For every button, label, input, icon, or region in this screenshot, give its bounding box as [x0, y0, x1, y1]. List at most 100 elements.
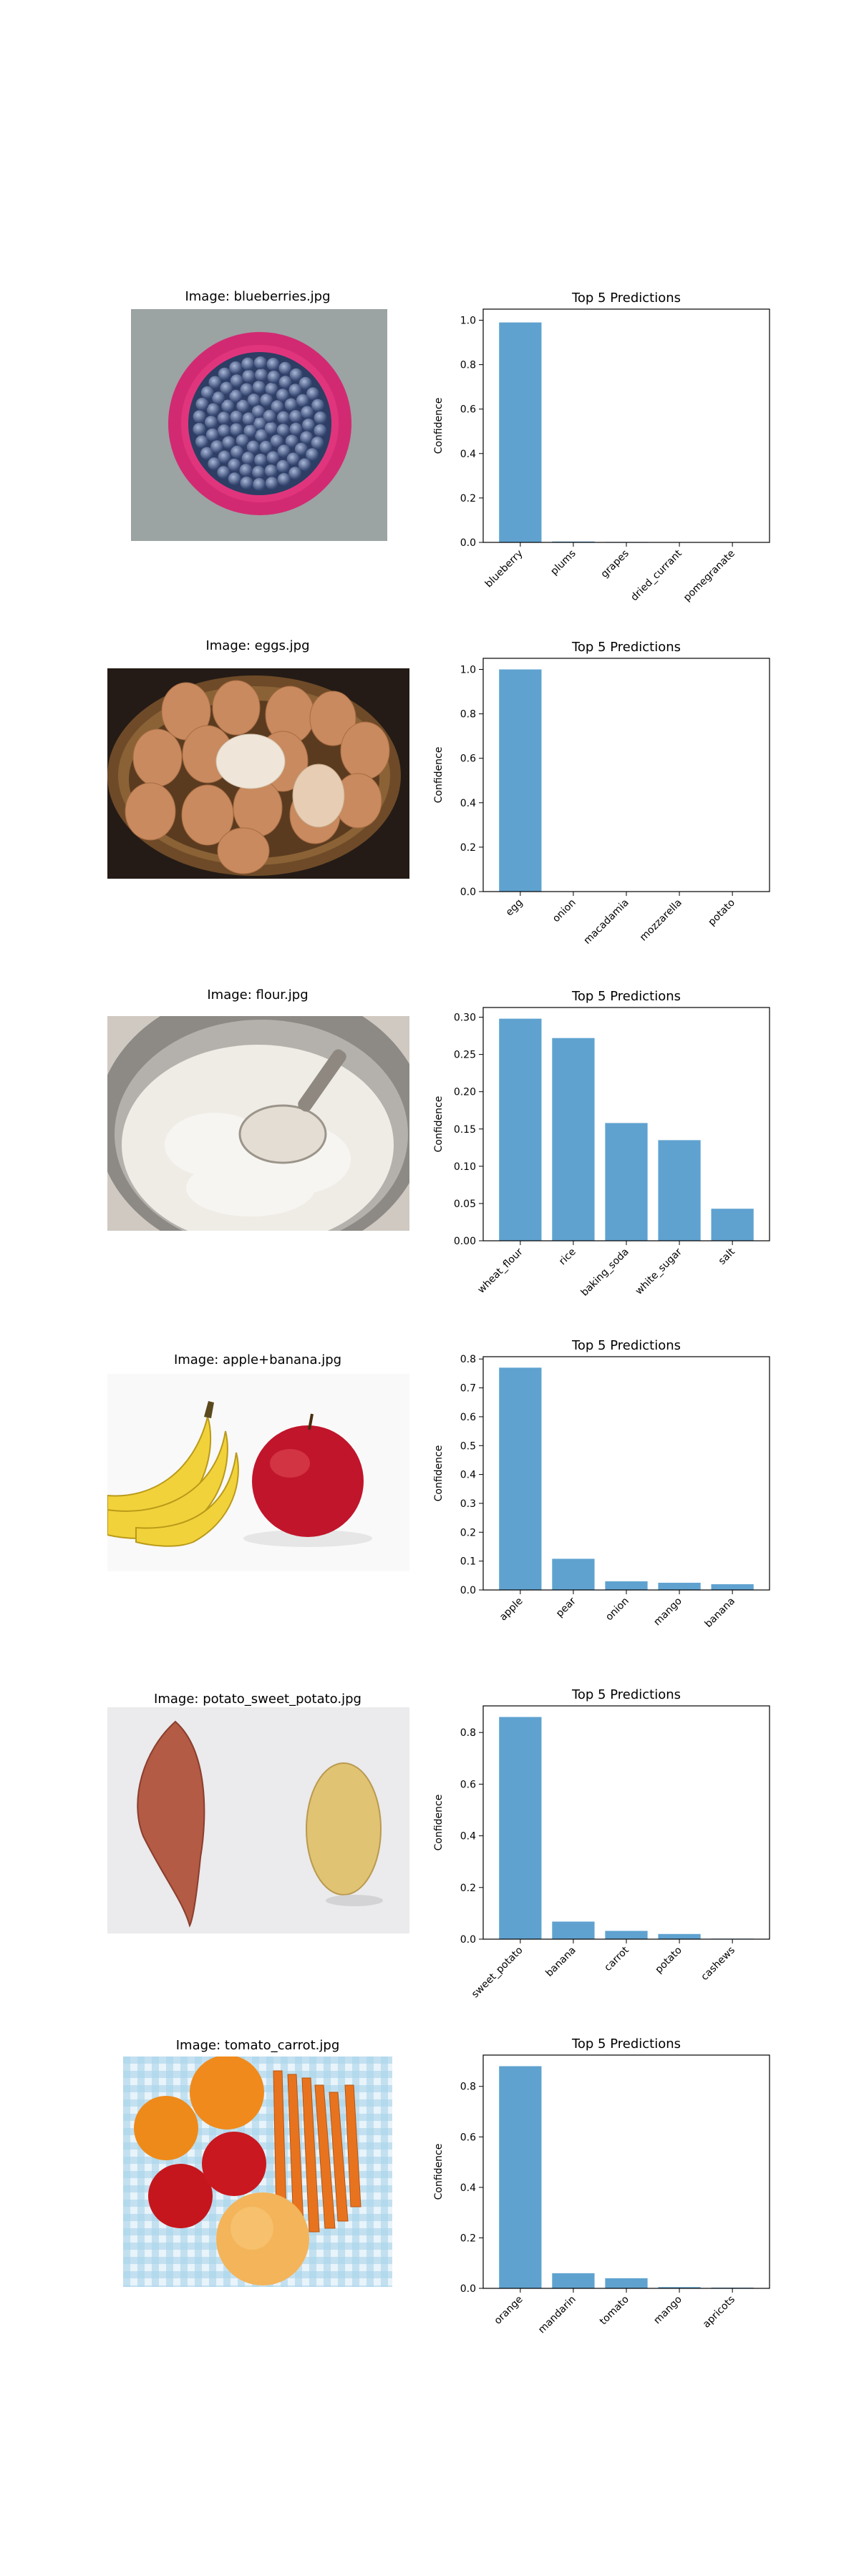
- blueberry-dot: [253, 356, 267, 370]
- image-title: Image: blueberries.jpg: [185, 289, 331, 304]
- blueberry-dot: [311, 436, 324, 450]
- y-tick-label: 0.0: [460, 887, 476, 898]
- axes-frame: [482, 308, 770, 543]
- y-tick-label: 0.3: [460, 1498, 476, 1510]
- x-tick-label: tomato: [598, 2294, 631, 2328]
- blueberry-dot: [301, 418, 315, 431]
- y-tick-label: 0.00: [454, 1236, 476, 1247]
- y-tick-label: 0.25: [454, 1050, 476, 1061]
- bar: [552, 1038, 595, 1241]
- blueberry-dot: [230, 410, 243, 424]
- y-tick-label: 0.2: [460, 2233, 476, 2244]
- blueberry-dot: [267, 370, 281, 384]
- bar: [552, 2273, 595, 2288]
- blueberry-dot: [242, 369, 256, 383]
- blueberry-dot: [259, 440, 273, 454]
- blueberry-dot: [266, 451, 280, 464]
- y-axis-label: Confidence: [433, 2144, 445, 2200]
- bar: [658, 2287, 701, 2288]
- y-tick-label: 0.1: [460, 1556, 476, 1568]
- y-tick-label: 0.6: [460, 1779, 476, 1790]
- y-tick-label: 0.05: [454, 1199, 476, 1210]
- blueberry-dot: [236, 399, 250, 413]
- y-tick-label: 0.15: [454, 1124, 476, 1136]
- blueberry-dot: [263, 409, 276, 423]
- blueberry-dot: [278, 376, 292, 389]
- y-tick-label: 0.8: [460, 360, 476, 371]
- x-tick-label: banana: [543, 1945, 578, 1979]
- blueberry-dot: [193, 423, 206, 436]
- y-axis-label: Confidence: [433, 1445, 445, 1502]
- chart-title: Top 5 Predictions: [571, 1338, 681, 1353]
- bar: [711, 1584, 754, 1590]
- x-tick-label: mozzarella: [638, 897, 684, 944]
- x-tick-label: white_sugar: [634, 1246, 684, 1297]
- y-tick-label: 0.4: [460, 449, 476, 460]
- x-tick-label: grapes: [599, 548, 631, 580]
- eggs-basket-photo: [107, 668, 409, 879]
- blueberry-dot: [208, 457, 221, 471]
- chart-title: Top 5 Predictions: [571, 989, 681, 1004]
- blueberry-dot: [277, 473, 291, 487]
- blueberry-dot: [276, 424, 290, 437]
- blueberry-dot: [206, 403, 220, 416]
- y-tick-label: 0.0: [460, 537, 476, 549]
- blueberry-dot: [265, 477, 278, 490]
- x-tick-label: rice: [557, 1246, 578, 1268]
- blueberry-dot: [218, 367, 231, 381]
- chart-title: Top 5 Predictions: [571, 2036, 681, 2051]
- potato-sweet-potato-photo: [107, 1707, 409, 1933]
- y-tick-label: 0.2: [460, 842, 476, 854]
- blueberry-dot: [314, 424, 327, 437]
- x-tick-label: wheat_flour: [475, 1246, 525, 1295]
- y-tick-label: 0.8: [460, 2082, 476, 2093]
- y-tick-label: 0.7: [460, 1383, 476, 1395]
- x-tick-label: sweet_potato: [470, 1945, 525, 2001]
- x-tick-label: apricots: [701, 2294, 737, 2331]
- blueberry-dot: [193, 410, 206, 424]
- image-title: Image: eggs.jpg: [205, 638, 310, 653]
- x-tick-label: pomegranate: [681, 548, 737, 604]
- blueberry-dot: [222, 436, 236, 449]
- y-tick-label: 0.4: [460, 798, 476, 809]
- x-tick-label: dried_currant: [629, 547, 684, 603]
- y-tick-label: 0.2: [460, 1527, 476, 1538]
- x-tick-label: macadamia: [581, 897, 631, 947]
- chart-title: Top 5 Predictions: [571, 1687, 681, 1702]
- x-tick-label: cashews: [699, 1945, 737, 1984]
- bar: [711, 1209, 754, 1241]
- x-tick-label: egg: [504, 897, 525, 919]
- blueberry-dot: [218, 450, 231, 464]
- blueberry-dot: [298, 458, 311, 472]
- blueberry-dot: [243, 424, 257, 438]
- eggs-basket-icon: [107, 668, 409, 879]
- blueberry-dot: [205, 416, 218, 429]
- predictions-chart-potato: Top 5 Predictions sweet_potato banana carro…: [433, 1687, 770, 2000]
- y-tick-label: 0.0: [460, 2283, 476, 2295]
- apple-banana-icon: [107, 1374, 409, 1571]
- y-tick-label: 0.2: [460, 493, 476, 504]
- flour-bowl-photo: [107, 1016, 409, 1231]
- x-tick-label: blueberry: [483, 548, 525, 590]
- blueberry-dot: [284, 398, 298, 411]
- x-tick-label: carrot: [602, 1944, 631, 1974]
- blueberry-dot: [306, 448, 319, 462]
- blueberry-dot: [260, 394, 273, 407]
- blueberry-dot: [217, 424, 230, 437]
- flour-bowl-icon: [107, 1016, 409, 1231]
- blueberry-dot: [253, 477, 266, 491]
- bar: [499, 1018, 542, 1241]
- blueberry-dot: [286, 452, 300, 466]
- blueberry-dot: [299, 376, 312, 390]
- chart-title: Top 5 Predictions: [571, 291, 681, 306]
- blueberry-dot: [285, 434, 299, 448]
- blueberry-dot: [314, 411, 327, 424]
- predictions-chart-eggs: Top 5 Predictions egg onion macadamia mozzar…: [433, 640, 770, 947]
- blueberry-dot: [311, 399, 325, 412]
- y-axis-label: Confidence: [433, 398, 445, 454]
- blueberry-dot: [255, 429, 268, 442]
- y-axis-label: Confidence: [433, 1096, 445, 1153]
- blueberry-dot: [276, 411, 290, 424]
- blueberry-dot: [210, 440, 224, 454]
- blueberry-dot: [200, 447, 213, 460]
